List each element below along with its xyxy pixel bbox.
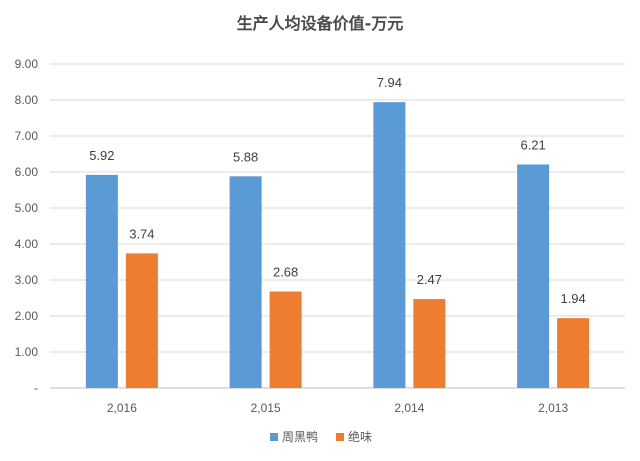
y-tick-label: 8.00 [15, 93, 39, 107]
y-tick-label: 6.00 [15, 165, 39, 179]
x-tick-label: 2,016 [107, 401, 137, 415]
chart-title: 生产人均设备价值-万元 [237, 14, 404, 33]
bar-series2 [413, 299, 446, 388]
data-label: 2.47 [417, 272, 442, 287]
data-label: 6.21 [520, 137, 545, 152]
x-tick-label: 2,015 [251, 401, 281, 415]
legend-swatch [336, 433, 344, 441]
bar-series1 [85, 174, 118, 388]
bar-series2 [269, 291, 302, 388]
legend-item: 绝味 [336, 429, 372, 444]
data-label: 3.74 [129, 226, 154, 241]
data-label: 5.92 [89, 148, 114, 163]
x-tick-label: 2,014 [394, 401, 424, 415]
data-labels: 5.92 3.74 5.88 2.68 7.94 2.47 6.21 1.94 [89, 75, 586, 306]
bars [85, 102, 590, 388]
data-label: 5.88 [233, 149, 258, 164]
data-label: 1.94 [560, 291, 585, 306]
y-tick-label: 4.00 [15, 237, 39, 251]
legend-item: 周黑鸭 [270, 430, 318, 444]
legend: 周黑鸭 绝味 [270, 429, 372, 444]
data-label: 2.68 [273, 265, 298, 280]
bar-series2 [557, 318, 590, 388]
y-axis-ticks: - 1.00 2.00 3.00 4.00 5.00 6.00 7.00 8.00 9.00 [15, 57, 39, 395]
legend-swatch [270, 433, 278, 441]
legend-label: 绝味 [348, 429, 372, 444]
data-label: 7.94 [377, 75, 402, 90]
y-tick-label: 3.00 [15, 273, 39, 287]
y-tick-label: 9.00 [15, 57, 39, 71]
y-tick-label: - [34, 381, 38, 395]
legend-label: 周黑鸭 [282, 430, 318, 444]
y-tick-label: 7.00 [15, 129, 39, 143]
bar-series2 [125, 253, 158, 388]
bar-series1 [373, 102, 406, 388]
x-axis-ticks: 2,016 2,015 2,014 2,013 [107, 401, 569, 415]
y-tick-label: 2.00 [15, 309, 39, 323]
y-tick-label: 5.00 [15, 201, 39, 215]
bar-series1 [517, 164, 550, 388]
y-tick-label: 1.00 [15, 345, 39, 359]
x-tick-label: 2,013 [538, 401, 568, 415]
bar-series1 [229, 176, 262, 388]
